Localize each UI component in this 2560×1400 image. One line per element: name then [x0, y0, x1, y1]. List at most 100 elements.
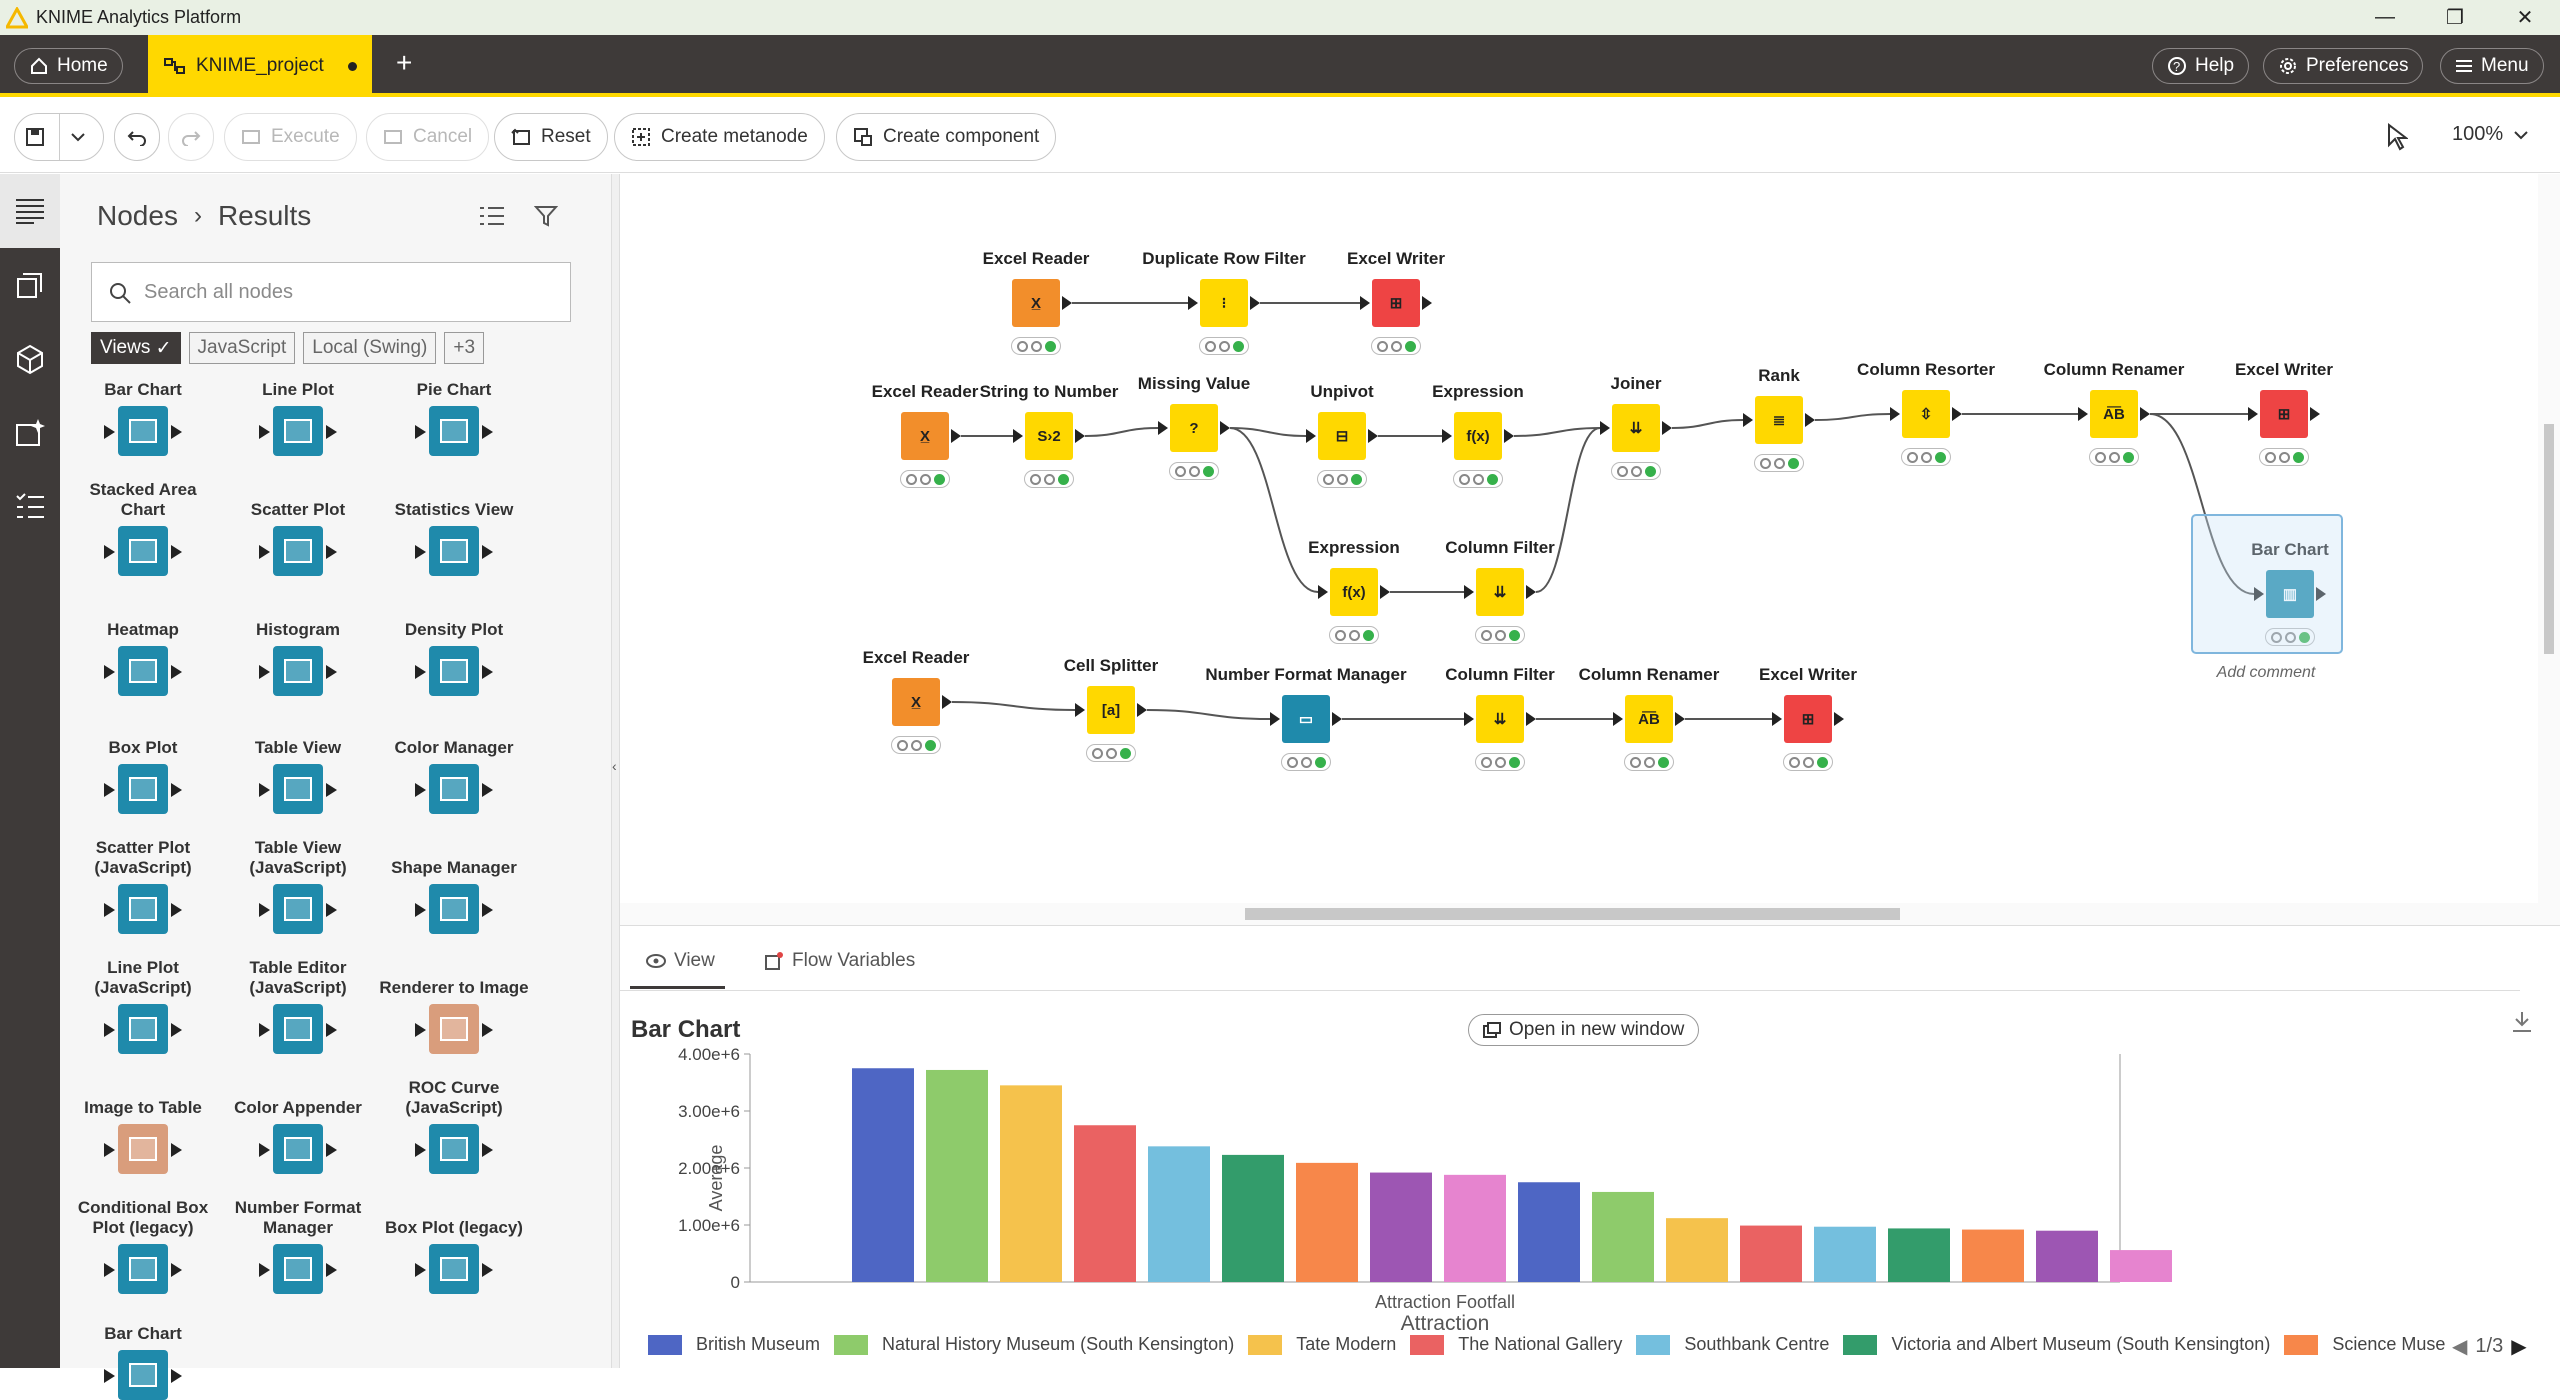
node-item[interactable]: Table View (JavaScript) — [220, 838, 376, 934]
node-item[interactable]: Color Manager — [376, 718, 532, 814]
node-item[interactable]: Heatmap — [65, 600, 221, 696]
menu-button[interactable]: Menu — [2440, 48, 2544, 84]
open-in-new-window-button[interactable]: Open in new window — [1468, 1014, 1700, 1046]
workflow-node-ew1[interactable]: Excel Writer ⊞ — [1347, 249, 1445, 359]
canvas-hscroll[interactable] — [620, 903, 2560, 925]
workflow-node-er3[interactable]: Excel Reader X̲ — [863, 648, 969, 758]
legend-item[interactable]: Science Museur — [2332, 1334, 2462, 1354]
node-item[interactable]: ROC Curve (JavaScript) — [376, 1078, 532, 1174]
tab-view[interactable]: View — [646, 950, 715, 972]
create-component-button[interactable]: Create component — [836, 113, 1057, 161]
workflow-node-ew3[interactable]: Excel Writer ⊞ — [1759, 665, 1857, 775]
panel-splitter[interactable]: ‹ — [612, 174, 620, 1368]
node-item[interactable]: Scatter Plot — [220, 480, 376, 576]
preferences-button[interactable]: Preferences — [2263, 48, 2424, 84]
node-item[interactable]: Bar Chart — [65, 360, 221, 456]
legend-next-icon[interactable]: ▶ — [2511, 1336, 2527, 1358]
rail-description-button[interactable] — [0, 174, 60, 248]
node-item[interactable]: Box Plot (legacy) — [376, 1198, 532, 1294]
workflow-node-nfm[interactable]: Number Format Manager ▭ — [1205, 665, 1407, 775]
node-item[interactable]: Shape Manager — [376, 838, 532, 934]
legend-item[interactable]: Victoria and Albert Museum (South Kensin… — [1891, 1334, 2271, 1354]
node-item[interactable]: Statistics View — [376, 480, 532, 576]
workflow-node-unp[interactable]: Unpivot ⊟ — [1306, 382, 1378, 492]
legend-item[interactable]: Tate Modern — [1296, 1334, 1397, 1354]
workflow-node-bc[interactable]: Bar Chart ▥ — [2251, 540, 2329, 650]
workflow-node-stn[interactable]: String to Number S›2 — [980, 382, 1118, 492]
node-item[interactable]: Histogram — [220, 600, 376, 696]
list-view-toggle-icon[interactable] — [478, 205, 506, 227]
breadcrumb-nodes[interactable]: Nodes — [97, 200, 178, 231]
node-item[interactable]: Pie Chart — [376, 360, 532, 456]
rail-ai-assistant-button[interactable] — [0, 396, 60, 470]
workflow-node-cf2[interactable]: Column Filter ⇊ — [1445, 665, 1555, 775]
workflow-node-cren2[interactable]: Column Renamer A͞B — [1579, 665, 1719, 775]
tab-knime-project[interactable]: KNIME_project — [148, 35, 372, 97]
undo-button[interactable] — [114, 113, 160, 161]
node-item[interactable]: Number Format Manager — [220, 1198, 376, 1294]
tag-javascript[interactable]: JavaScript — [188, 332, 296, 364]
workflow-node-cf1[interactable]: Column Filter ⇊ — [1445, 538, 1555, 648]
node-item[interactable]: Color Appender — [220, 1078, 376, 1174]
legend-item[interactable]: Southbank Centre — [1684, 1334, 1830, 1354]
cancel-button[interactable]: Cancel — [366, 113, 490, 161]
node-item[interactable]: Table Editor (JavaScript) — [220, 958, 376, 1054]
tag-local-swing[interactable]: Local (Swing) — [303, 332, 437, 364]
home-button[interactable]: Home — [14, 48, 123, 84]
collapse-arrow-icon[interactable]: ‹ — [612, 758, 617, 774]
workflow-node-csp[interactable]: Cell Splitter [a] — [1064, 656, 1158, 766]
node-item[interactable]: Line Plot (JavaScript) — [65, 958, 221, 1054]
node-item[interactable]: Conditional Box Plot (legacy) — [65, 1198, 221, 1294]
node-item[interactable]: Image to Table — [65, 1078, 221, 1174]
rail-space-explorer-button[interactable] — [0, 248, 60, 322]
workflow-node-cren[interactable]: Column Renamer A͞B — [2044, 360, 2184, 470]
filter-icon[interactable] — [534, 204, 558, 228]
workflow-node-er1[interactable]: Excel Reader X̲ — [983, 249, 1089, 359]
workflow-node-er2[interactable]: Excel Reader X̲ — [872, 382, 978, 492]
workflow-node-ex2[interactable]: Expression f(x) — [1308, 538, 1400, 648]
workflow-node-mv[interactable]: Missing Value? — [1138, 374, 1250, 484]
tag-more[interactable]: +3 — [444, 332, 485, 364]
node-item[interactable]: Bar Chart — [65, 1304, 221, 1400]
help-button[interactable]: ? Help — [2152, 48, 2250, 84]
save-button[interactable] — [14, 113, 104, 161]
node-item[interactable]: Line Plot — [220, 360, 376, 456]
legend-item[interactable]: The National Gallery — [1458, 1334, 1623, 1354]
node-item[interactable]: Scatter Plot (JavaScript) — [65, 838, 221, 934]
workflow-node-join[interactable]: Joiner ⇊ — [1600, 374, 1672, 484]
node-item[interactable]: Stacked Area Chart — [65, 480, 221, 576]
legend-item[interactable]: Natural History Museum (South Kensington… — [882, 1334, 1235, 1354]
rail-monitor-button[interactable] — [0, 470, 60, 544]
add-tab-button[interactable]: + — [396, 47, 413, 78]
node-item[interactable]: Box Plot — [65, 718, 221, 814]
tab-flow-variables[interactable]: Flow Variables — [764, 950, 915, 972]
workflow-canvas[interactable]: Excel Reader X̲ Duplicate Row Filter ⁝ Excel… — [620, 174, 2560, 926]
zoom-dropdown[interactable]: 100% — [2452, 123, 2529, 146]
search-input[interactable]: Search all nodes — [91, 262, 571, 322]
pointer-tool-icon[interactable] — [2386, 123, 2408, 151]
workflow-node-drf[interactable]: Duplicate Row Filter ⁝ — [1142, 249, 1306, 359]
legend-item[interactable]: British Museum — [696, 1334, 821, 1354]
create-metanode-button[interactable]: Create metanode — [614, 113, 825, 161]
execute-button[interactable]: Execute — [224, 113, 357, 161]
minimize-button[interactable]: — — [2375, 6, 2395, 28]
rail-node-repository-button[interactable] — [0, 322, 60, 396]
download-icon[interactable] — [2511, 1010, 2533, 1034]
workflow-node-ew2[interactable]: Excel Writer ⊞ — [2235, 360, 2333, 470]
close-button[interactable]: ✕ — [2516, 7, 2534, 29]
workflow-node-ex1[interactable]: Expression f(x) — [1432, 382, 1524, 492]
reset-button[interactable]: Reset — [494, 113, 608, 161]
node-item[interactable]: Density Plot — [376, 600, 532, 696]
legend-prev-icon[interactable]: ◀ — [2452, 1336, 2468, 1358]
add-comment[interactable]: Add comment — [2216, 664, 2316, 681]
chevron-down-icon[interactable] — [70, 132, 86, 142]
canvas-vscroll[interactable] — [2538, 174, 2560, 904]
tag-views[interactable]: Views ✓ — [91, 332, 181, 364]
list-check-icon — [16, 493, 44, 518]
workflow-node-cres[interactable]: Column Resorter ⇳ — [1857, 360, 1995, 470]
node-item[interactable]: Table View — [220, 718, 376, 814]
node-item[interactable]: Renderer to Image — [376, 958, 532, 1054]
maximize-button[interactable]: ❐ — [2446, 7, 2464, 29]
redo-button[interactable] — [168, 113, 214, 161]
workflow-node-rank[interactable]: Rank ≣ — [1743, 366, 1815, 476]
